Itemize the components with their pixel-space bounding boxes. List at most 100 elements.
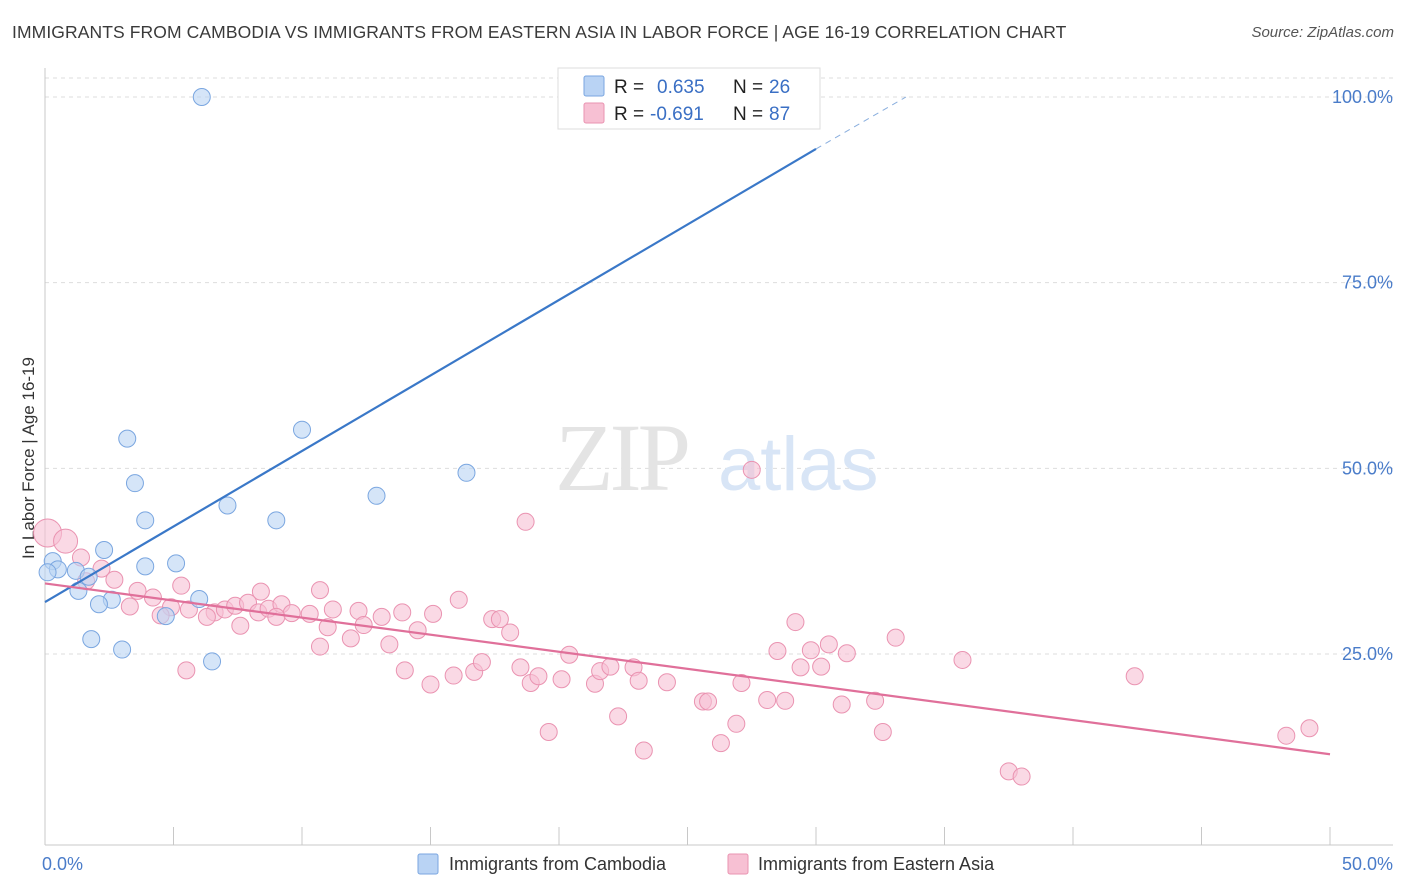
cambodia-point (293, 420, 311, 439)
eastern-asia-point (812, 657, 831, 676)
y-tick-label: 75.0% (1342, 273, 1393, 293)
watermark-zip: ZIP (555, 404, 688, 511)
eastern-asia-point (267, 607, 286, 626)
cambodia-point (192, 88, 211, 106)
cambodia-point (167, 554, 186, 573)
eastern-asia-point (886, 628, 905, 647)
eastern-asia-point (953, 650, 972, 669)
eastern-asia-point (711, 734, 730, 753)
y-tick-label: 100.0% (1332, 87, 1393, 107)
cambodia-point (156, 607, 175, 626)
eastern-asia-point (786, 613, 805, 632)
eastern-asia-point (490, 610, 509, 629)
eastern-asia-point (529, 667, 548, 686)
stats-r-value-cambodia: 0.635 (657, 77, 705, 98)
eastern-asia-point (310, 637, 329, 656)
eastern-asia-point (601, 657, 620, 676)
y-tick-label: 50.0% (1342, 458, 1393, 478)
x-tick-label: 0.0% (42, 854, 83, 874)
eastern-asia-point (372, 607, 391, 626)
eastern-asia-point (819, 635, 838, 654)
eastern-asia-point (768, 642, 787, 661)
watermark-atlas: atlas (718, 422, 879, 507)
eastern-asia-point (449, 590, 468, 609)
eastern-asia-point (341, 629, 360, 648)
eastern-asia-point (727, 714, 746, 733)
bottom-legend: Immigrants from Cambodia Immigrants from… (417, 853, 995, 875)
eastern-asia-point (53, 528, 79, 554)
eastern-asia-point (539, 722, 558, 741)
eastern-asia-point (634, 741, 653, 760)
stats-r-label-eastern-asia: R = (614, 104, 644, 125)
cambodia-point (125, 474, 144, 493)
y-tick-label: 25.0% (1342, 644, 1393, 664)
eastern-asia-point (380, 635, 399, 654)
eastern-asia-point (1300, 719, 1319, 738)
eastern-asia-point (395, 661, 414, 680)
series-eastern-asia-points (33, 460, 1319, 786)
eastern-asia-point (699, 692, 718, 711)
eastern-asia-point (629, 671, 648, 690)
stats-n-value-eastern-asia: 87 (769, 104, 790, 125)
source-label: Source: ZipAtlas.com (1251, 24, 1394, 41)
eastern-asia-point (251, 582, 270, 601)
cambodia-point (203, 652, 222, 671)
eastern-asia-point (120, 597, 139, 616)
eastern-asia-point (1277, 726, 1296, 745)
y-tick-labels: 25.0% 50.0% 75.0% 100.0% (1332, 87, 1393, 664)
y-axis-title: In Labor Force | Age 16-19 (19, 357, 38, 559)
eastern-asia-point (318, 618, 337, 637)
gridlines (45, 77, 1393, 655)
eastern-asia-point (197, 607, 216, 626)
cambodia-point (218, 496, 237, 515)
eastern-asia-point (866, 691, 885, 710)
cambodia-point (113, 640, 132, 659)
eastern-asia-point (552, 670, 571, 689)
eastern-asia-point (511, 658, 530, 677)
stats-n-label-eastern-asia: N = (733, 104, 763, 125)
trend-extension-cambodia (815, 96, 907, 150)
eastern-asia-point (282, 604, 301, 623)
cambodia-point (367, 486, 386, 505)
eastern-asia-point (172, 576, 191, 595)
trend-lines (44, 96, 1331, 756)
eastern-asia-point (873, 722, 892, 741)
legend-swatch-eastern-asia (727, 853, 749, 875)
eastern-asia-point (472, 653, 491, 672)
stats-legend: R = 0.635 N = 26 R = -0.691 N = 87 (557, 67, 821, 130)
stats-r-value-eastern-asia: -0.691 (650, 104, 704, 125)
eastern-asia-point (105, 570, 124, 589)
cambodia-point (118, 429, 137, 448)
stats-r-label-cambodia: R = (614, 77, 644, 98)
stats-swatch-cambodia (583, 75, 605, 97)
cambodia-point (136, 557, 155, 576)
eastern-asia-point (609, 707, 628, 726)
legend-swatch-cambodia (417, 853, 439, 875)
stats-swatch-eastern-asia (583, 102, 605, 124)
eastern-asia-point (657, 673, 676, 692)
eastern-asia-point (424, 604, 443, 623)
cambodia-point (136, 511, 155, 530)
x-tick-labels: 0.0% 50.0% (42, 854, 1393, 874)
x-tick-label: 50.0% (1342, 854, 1393, 874)
eastern-asia-point (231, 616, 250, 635)
eastern-asia-point (323, 600, 342, 619)
eastern-asia-point (758, 691, 777, 710)
trend-line-eastern-asia (44, 582, 1331, 756)
eastern-asia-point (776, 691, 795, 710)
cambodia-point (89, 595, 108, 614)
eastern-asia-point (1125, 667, 1144, 686)
eastern-asia-point (742, 460, 761, 479)
eastern-asia-point (1012, 767, 1031, 786)
eastern-asia-point (837, 644, 856, 663)
cambodia-point (38, 563, 57, 582)
watermark: ZIP atlas (555, 404, 879, 511)
cambodia-point (267, 511, 286, 530)
stats-n-label-cambodia: N = (733, 77, 763, 98)
series-cambodia-points (38, 88, 738, 671)
eastern-asia-point (421, 675, 440, 694)
eastern-asia-point (408, 621, 427, 640)
trend-line-cambodia (44, 148, 817, 603)
eastern-asia-point (177, 661, 196, 680)
eastern-asia-point (832, 695, 851, 714)
